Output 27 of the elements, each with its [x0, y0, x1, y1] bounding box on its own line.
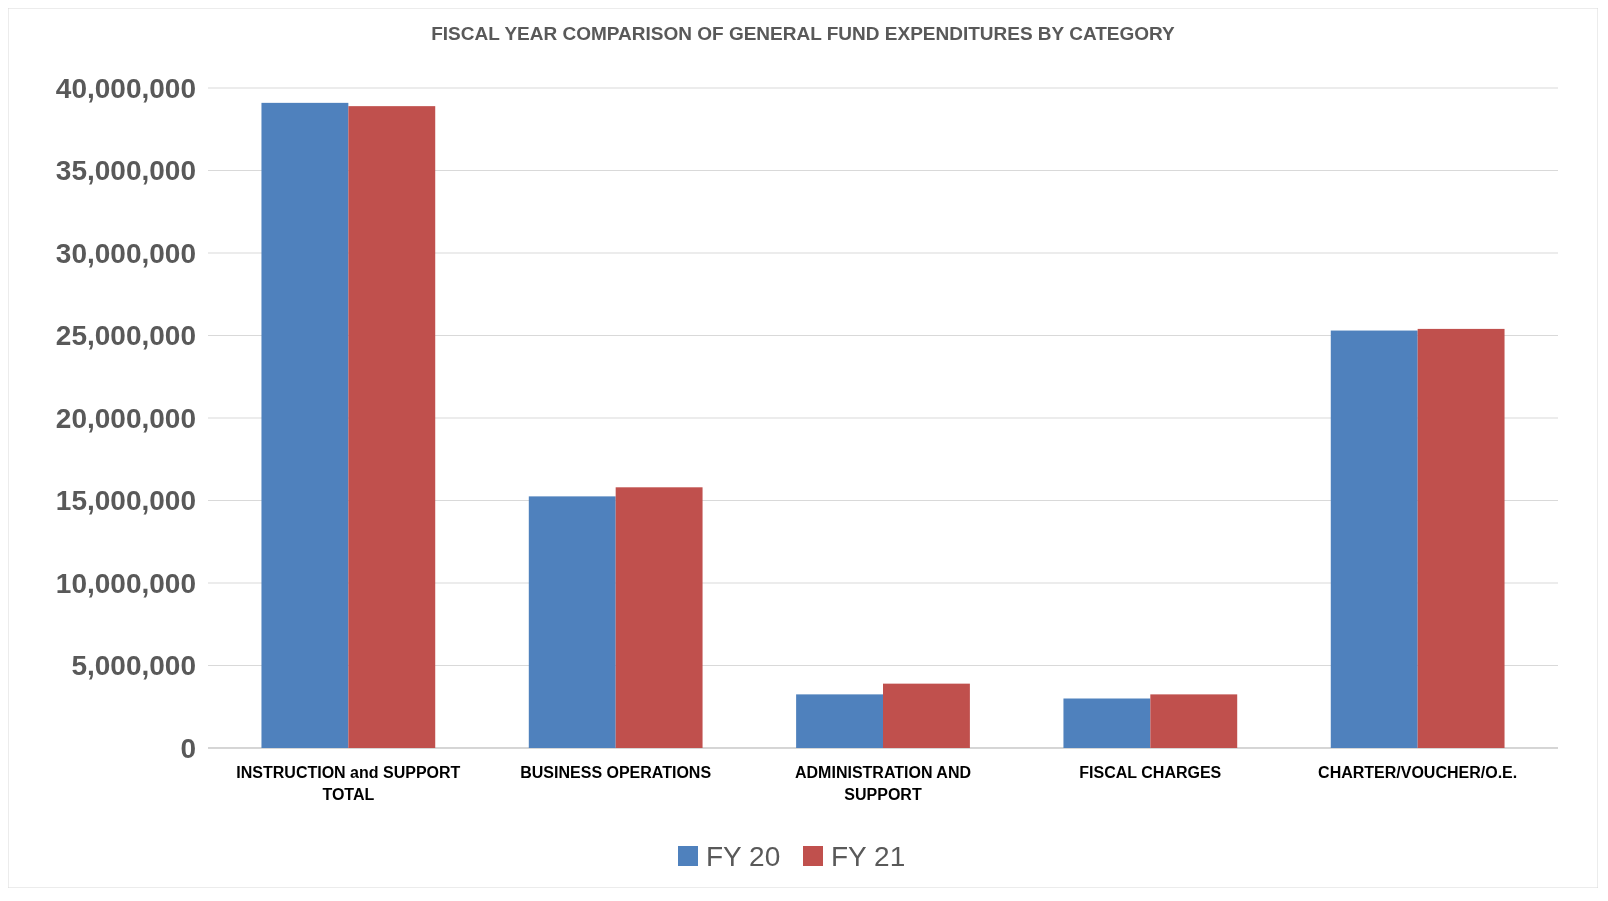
bar: [261, 102, 349, 748]
y-tick-label: 40,000,000: [55, 72, 196, 104]
bar: [615, 487, 703, 748]
y-tick-label: 15,000,000: [55, 485, 196, 517]
chart-title: FISCAL YEAR COMPARISON OF GENERAL FUND EXPENDITURES BY CATEGORY: [431, 23, 1176, 44]
bar: [348, 106, 436, 748]
y-tick-label: 10,000,000: [55, 567, 196, 599]
legend-label: FY 21: [831, 840, 906, 872]
y-tick-label: 25,000,000: [55, 320, 196, 352]
bar: [796, 694, 883, 748]
x-tick-label: INSTRUCTION and SUPPORT TOTAL: [236, 764, 461, 803]
y-tick-label: 30,000,000: [55, 237, 196, 269]
y-tick-label: 5,000,000: [71, 650, 196, 682]
bar: [1330, 330, 1418, 748]
y-tick-label: 35,000,000: [55, 155, 196, 187]
x-tick-label: BUSINESS OPERATIONS: [520, 764, 712, 781]
bar: [528, 496, 616, 748]
bar: [1063, 698, 1151, 748]
x-tick-label: FISCAL CHARGES: [1079, 764, 1222, 781]
legend-label: FY 20: [706, 840, 781, 872]
bar: [883, 683, 970, 748]
x-tick-label: CHARTER/VOUCHER/O.E.: [1318, 764, 1518, 781]
y-tick-label: 20,000,000: [55, 402, 196, 434]
y-tick-label: 0: [180, 732, 196, 764]
bar: [1150, 694, 1238, 748]
x-tick-label: ADMINISTRATION AND SUPPORT: [795, 764, 971, 803]
bar: [1417, 328, 1505, 748]
